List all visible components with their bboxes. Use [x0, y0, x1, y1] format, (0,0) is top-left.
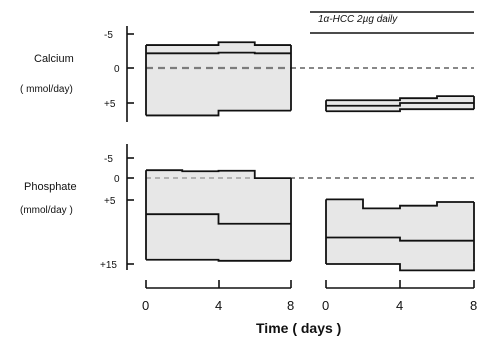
left-xtick-label-4: 4	[215, 298, 222, 313]
panel-3	[145, 169, 292, 262]
left-xtick-label-8: 8	[287, 298, 294, 313]
treatment-annotation: 1α-HCC 2µg daily	[318, 14, 398, 25]
calcium-ytick-label-plus5: +5	[104, 99, 116, 110]
right-xtick-label-8: 8	[470, 298, 477, 313]
panel-1-series-2	[146, 51, 291, 55]
plots	[145, 41, 475, 272]
calcium-ytick-label-minus5: -5	[104, 30, 113, 41]
panel-3-series-1	[146, 169, 291, 180]
phosphate-unit: (mmol/day )	[20, 205, 73, 216]
x-axis-label: Time ( days )	[256, 320, 341, 336]
phosphate-ytick-label-plus5: +5	[104, 196, 116, 207]
panel-1-series-1	[146, 41, 291, 46]
right-xtick-label-0: 0	[322, 298, 329, 313]
panel-4-series-2	[326, 236, 474, 242]
phosphate-title: Phosphate	[24, 181, 77, 193]
calcium-title: Calcium	[34, 53, 74, 65]
panel-4-series-1	[326, 198, 474, 210]
panel-3-series-2	[146, 213, 291, 225]
phosphate-ytick-label-0: 0	[114, 174, 120, 185]
panel-1-shaded-range	[146, 42, 291, 116]
panel-2-series-2	[326, 102, 474, 107]
panel-2-series-3	[326, 108, 474, 113]
panel-4-series-3	[326, 262, 475, 272]
phosphate-ytick-label-minus5: -5	[104, 154, 113, 165]
panel-2	[325, 95, 475, 113]
panel-4-shaded-range	[326, 199, 474, 271]
panel-2-series-1	[326, 95, 474, 102]
panel-1-series-3	[146, 109, 291, 117]
panel-1	[145, 41, 292, 117]
calcium-ytick-label-0: 0	[114, 64, 120, 75]
right-xtick-label-4: 4	[396, 298, 403, 313]
panel-3-series-3	[146, 258, 291, 262]
left-xtick-label-0: 0	[142, 298, 149, 313]
phosphate-ytick-label-plus15: +15	[100, 260, 117, 271]
panel-4	[325, 198, 475, 272]
calcium-unit: ( mmol/day)	[20, 84, 73, 95]
